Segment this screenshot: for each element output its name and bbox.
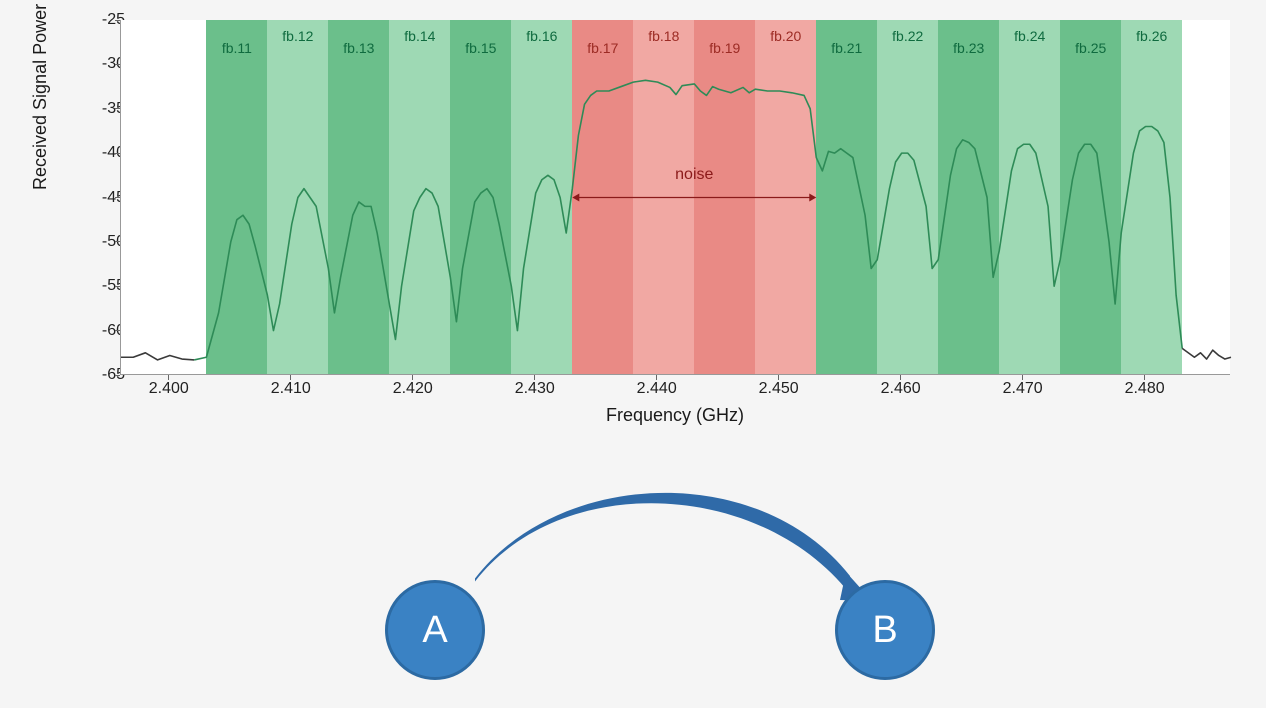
plot-area: fb.11fb.12fb.13fb.14fb.15fb.16fb.17fb.18… [120, 20, 1230, 375]
x-tick: 2.410 [271, 380, 311, 398]
x-tick: 2.420 [393, 380, 433, 398]
x-tick: 2.460 [881, 380, 921, 398]
node-b: B [835, 580, 935, 680]
signal-line [121, 20, 1230, 374]
x-tick: 2.480 [1125, 380, 1165, 398]
y-axis-label: Received Signal Power (dBm) [30, 0, 51, 190]
x-tick: 2.430 [515, 380, 555, 398]
x-tick: 2.450 [759, 380, 799, 398]
spectrum-chart: Received Signal Power (dBm) Frequency (G… [40, 10, 1240, 440]
x-tick: 2.470 [1003, 380, 1043, 398]
x-tick: 2.400 [149, 380, 189, 398]
node-a: A [385, 580, 485, 680]
node-diagram: AB [380, 470, 940, 690]
x-tick: 2.440 [637, 380, 677, 398]
x-axis-label: Frequency (GHz) [120, 405, 1230, 426]
